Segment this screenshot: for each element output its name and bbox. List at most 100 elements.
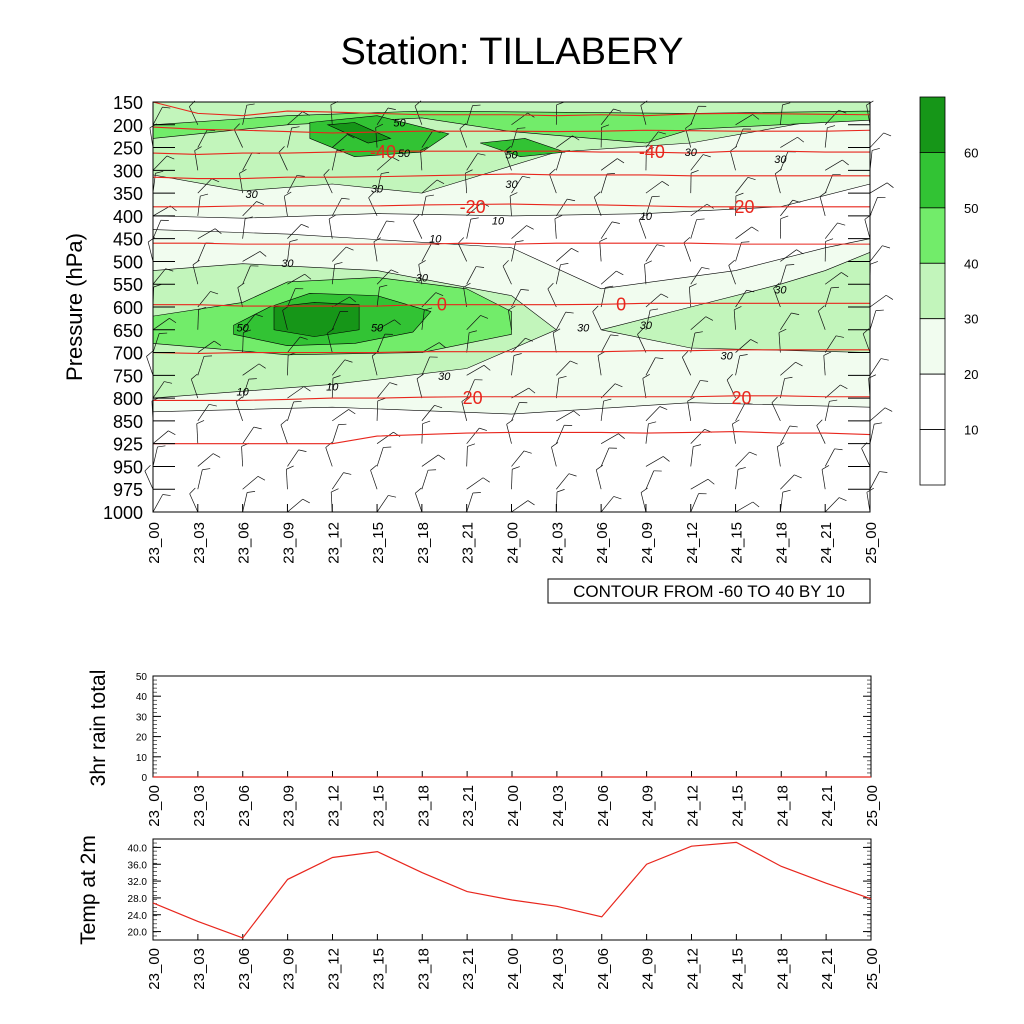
wind-barb	[509, 195, 512, 216]
wind-barb	[640, 492, 647, 513]
wind-barb-flag	[884, 407, 893, 412]
wind-barb	[690, 380, 701, 399]
wind-barb-flag	[424, 307, 433, 311]
wind-barb-flag	[457, 237, 465, 244]
humidity-contour-label: 30	[720, 351, 733, 363]
wind-barb-flag	[472, 104, 481, 107]
temperature-contour-line	[153, 302, 870, 307]
y-tick-label: 40.0	[128, 843, 148, 854]
wind-barb	[645, 456, 664, 467]
wind-barb	[287, 273, 305, 285]
x-tick-label: 24_09	[640, 785, 657, 827]
wind-barb	[421, 423, 423, 444]
wind-barb	[735, 469, 739, 490]
wind-barb-flag	[617, 158, 625, 164]
wind-barb	[197, 228, 216, 239]
time-tick-label: 24_09	[639, 522, 656, 564]
wind-barb	[556, 311, 567, 330]
wind-barb-flag	[616, 270, 624, 276]
wind-barb	[287, 355, 289, 376]
wind-barb	[600, 400, 604, 421]
wind-barb	[376, 431, 394, 444]
wind-barb-flag	[837, 222, 846, 226]
wind-barb	[735, 177, 749, 194]
wind-barb	[373, 241, 378, 262]
humidity-contour-label: 30	[245, 189, 258, 201]
rain-axes: 0 10 20 30 40 50 23_00 23_03 23_06 23_09 23_12 23_1…	[136, 672, 881, 827]
wind-barb	[511, 469, 513, 490]
wind-barb	[421, 405, 435, 422]
wind-barb	[638, 219, 647, 239]
wind-barb-flag	[298, 449, 307, 452]
wind-barb	[600, 496, 614, 513]
wind-barb-flag	[155, 170, 164, 174]
wind-barb	[152, 220, 162, 239]
wind-barb	[683, 242, 692, 262]
humidity-contour-label: 50	[371, 323, 384, 335]
humidity-contour-label: 10	[640, 211, 653, 223]
wind-barb-flag	[571, 248, 579, 253]
wind-barb-flag	[235, 396, 243, 403]
wind-barb	[192, 264, 199, 285]
wind-barb-flag	[613, 108, 622, 112]
wind-barb-flag	[212, 453, 221, 458]
x-tick-label: 23_06	[236, 948, 253, 990]
wind-barbs	[144, 100, 894, 513]
humidity-contour-label: 30	[640, 320, 653, 332]
wind-barb	[818, 310, 826, 330]
pressure-tick-label: 350	[113, 184, 143, 204]
wind-barb	[780, 249, 797, 262]
wind-barb	[690, 203, 708, 217]
wind-barb-flag	[751, 226, 759, 232]
wind-barb	[418, 264, 423, 285]
time-tick-label: 23_12	[325, 522, 342, 564]
wind-barb	[242, 332, 244, 353]
wind-barb	[735, 290, 747, 308]
wind-barb	[824, 222, 838, 239]
wind-barb-flag	[605, 285, 614, 288]
wind-barb-flag	[257, 476, 266, 481]
wind-barb-flag	[438, 342, 446, 348]
temperature-contour-labels: -40 -40 -20 -20 0 0 20 20	[370, 142, 755, 408]
wind-barb	[147, 241, 154, 262]
wind-barb	[197, 309, 199, 330]
wind-barb-flag	[637, 328, 644, 335]
contour-info-box	[547, 578, 871, 604]
wind-barb	[600, 158, 618, 171]
wind-barb-flag	[874, 422, 883, 425]
wind-barb-flag	[661, 181, 670, 186]
wind-barb	[780, 425, 791, 444]
temperature-contour-label: 20	[732, 388, 752, 408]
wind-barb	[556, 248, 572, 262]
colorbar-band	[919, 429, 946, 486]
wind-barb-flag	[694, 331, 703, 334]
wind-barb	[371, 355, 378, 376]
wind-barb-flag	[689, 283, 697, 288]
wind-barb	[421, 130, 434, 148]
wind-barb-flag	[470, 217, 479, 220]
wind-barb-flag	[343, 472, 352, 475]
wind-barb	[556, 360, 571, 376]
wind-barb-flag	[746, 289, 755, 293]
wind-barb	[511, 450, 525, 467]
wind-barb-flag	[823, 351, 832, 356]
wind-barb	[824, 448, 835, 467]
pressure-tick-label: 250	[113, 139, 143, 159]
wind-barb	[599, 241, 602, 262]
x-tick-label: 24_06	[595, 948, 612, 990]
pressure-tick-label: 500	[113, 252, 143, 272]
wind-barb	[242, 218, 246, 239]
wind-barb-flag	[782, 489, 791, 493]
x-tick-label: 24_21	[819, 948, 836, 990]
humidity-contour-label: 50	[505, 149, 518, 161]
wind-barb-flag	[388, 495, 397, 498]
wind-barb-flag	[797, 136, 805, 143]
wind-barb-flag	[243, 329, 251, 333]
wind-barb	[149, 127, 154, 148]
wind-barb-flag	[525, 337, 533, 342]
wind-barb	[869, 294, 887, 308]
wind-barb	[780, 136, 798, 148]
wind-barb	[328, 218, 333, 239]
x-tick-label: 24_18	[774, 785, 791, 827]
wind-barb	[197, 195, 201, 216]
